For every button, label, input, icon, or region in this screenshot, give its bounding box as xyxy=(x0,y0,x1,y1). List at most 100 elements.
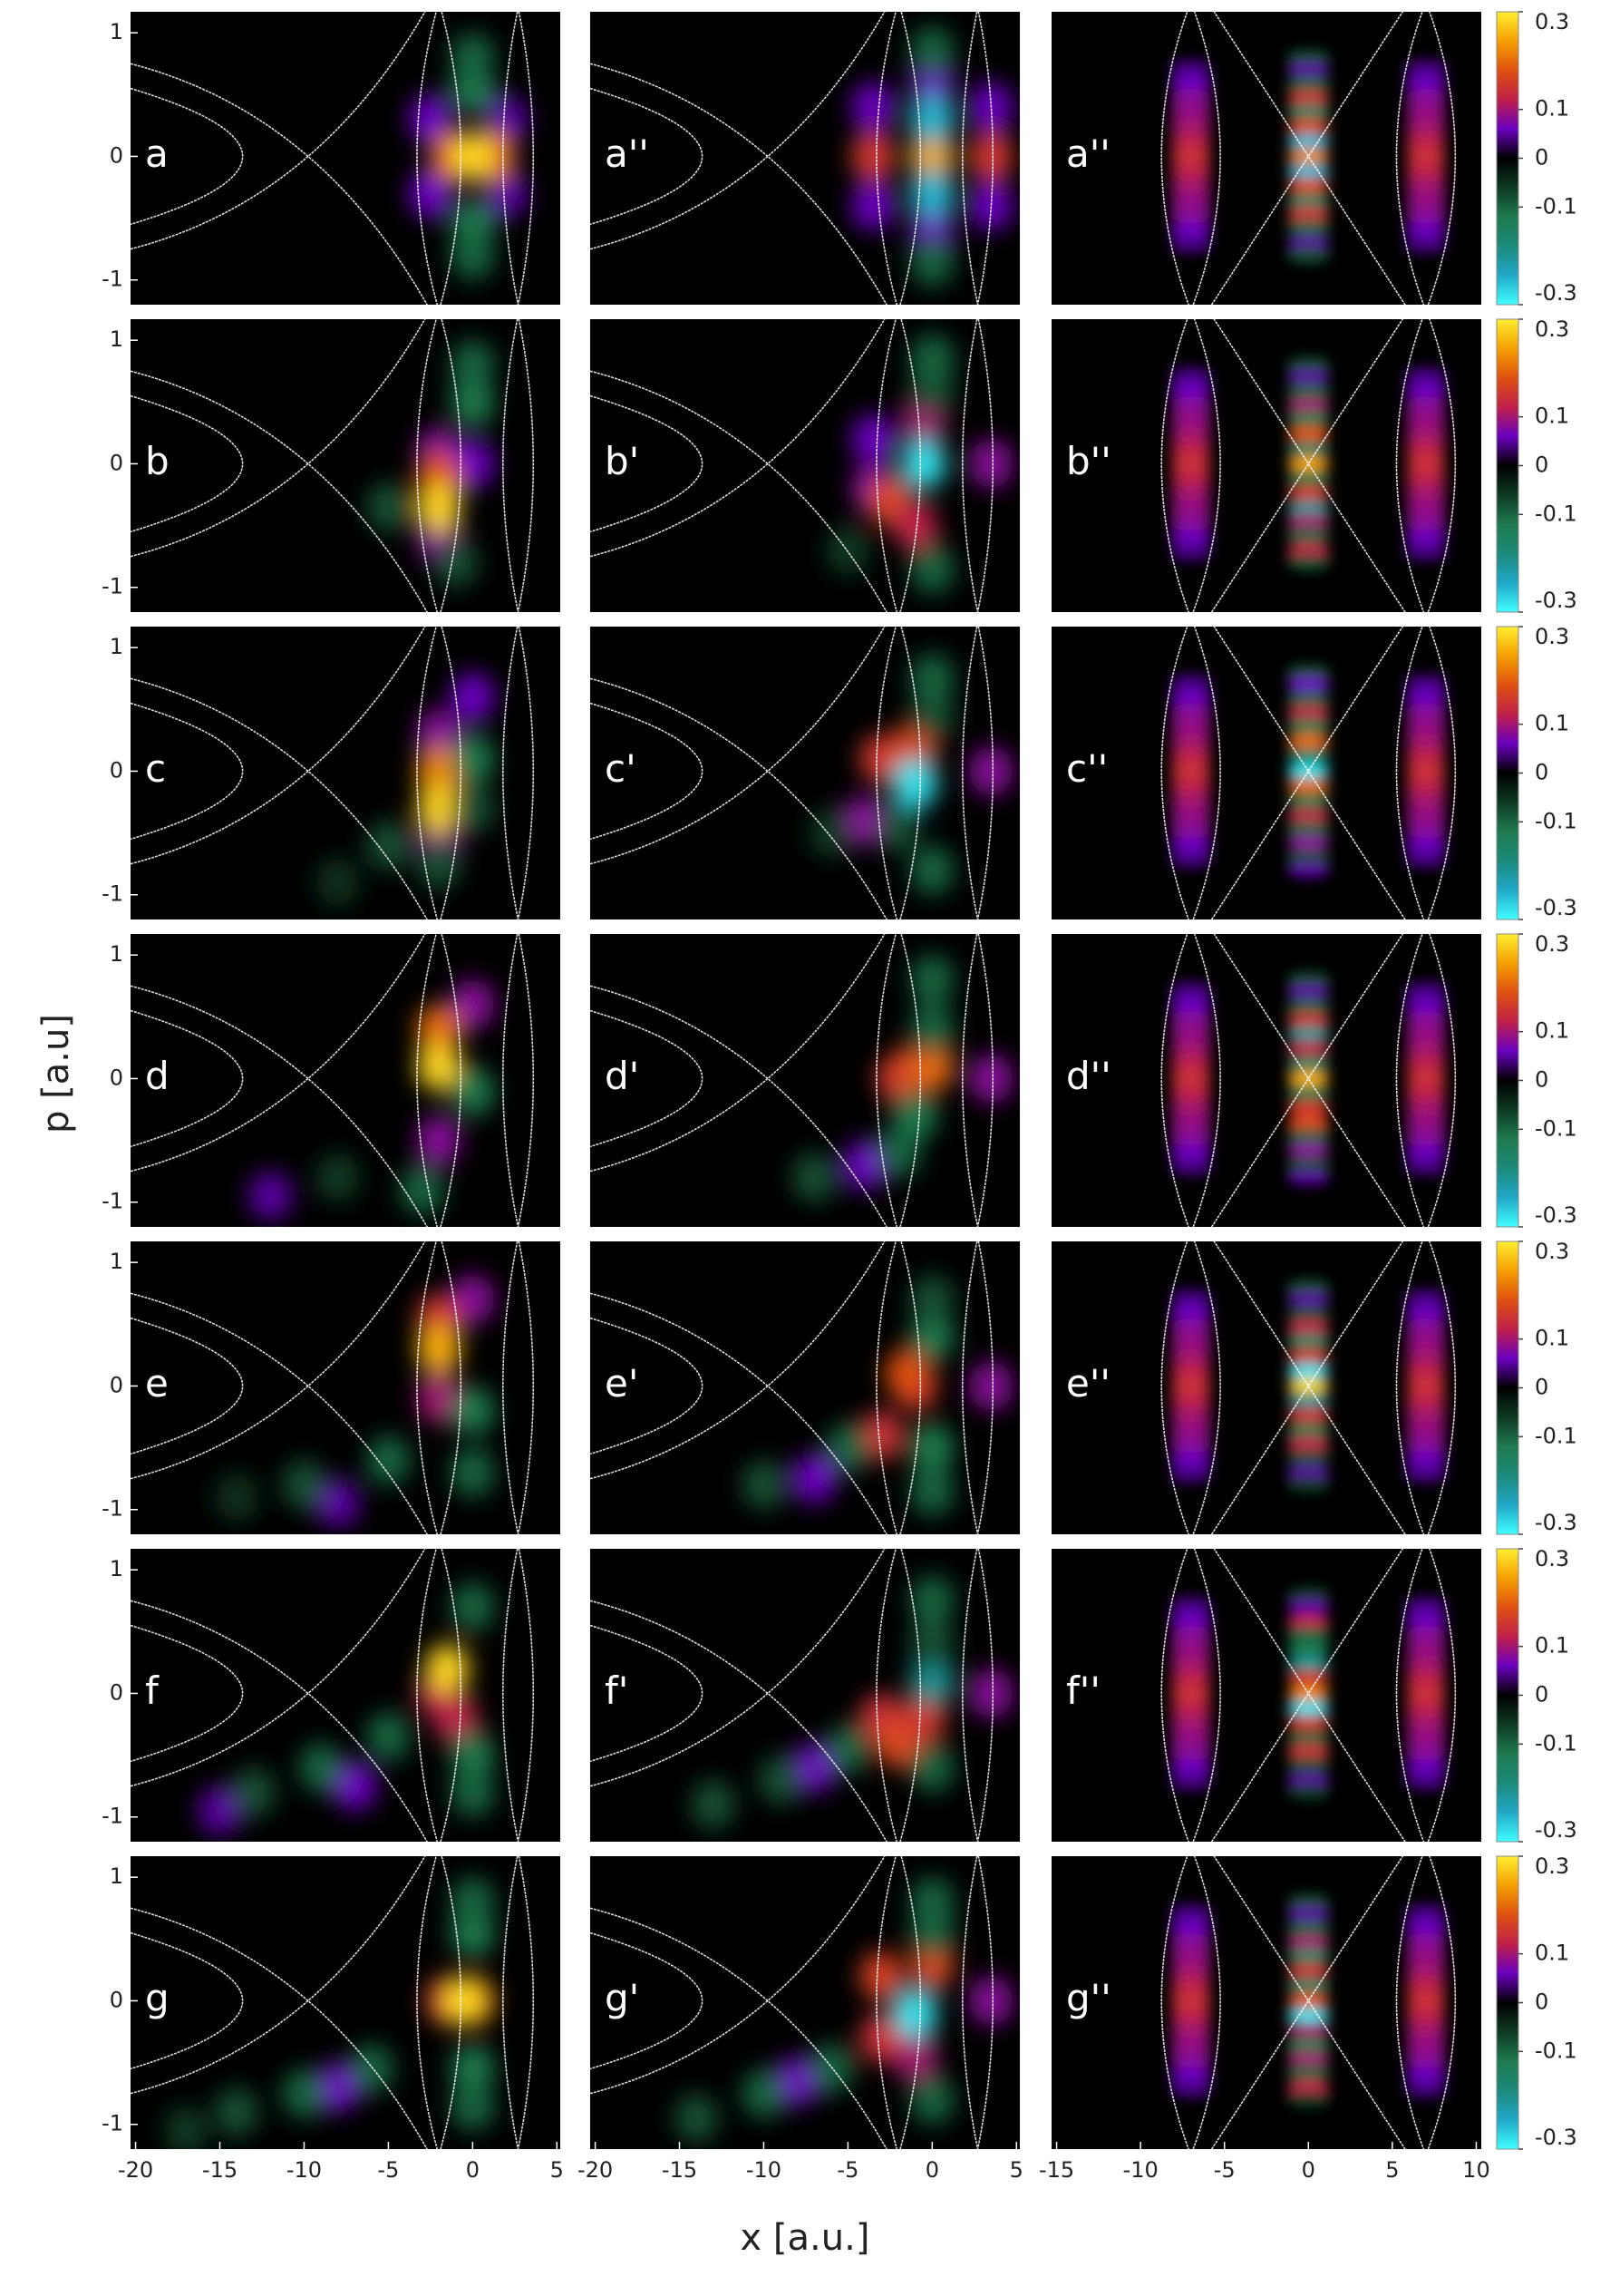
colorbar-tick-label: 0.1 xyxy=(1535,96,1569,122)
heat-cell xyxy=(1403,1159,1448,1176)
x-tick-label: -5 xyxy=(837,2157,858,2183)
heat-cell xyxy=(1403,1407,1448,1425)
x-tick-label: -15 xyxy=(1039,2157,1074,2183)
heat-layer xyxy=(792,955,1014,1202)
heat-cell xyxy=(1169,1699,1213,1717)
heat-cell xyxy=(417,839,461,889)
heat-cell xyxy=(1286,247,1331,264)
panel xyxy=(1160,319,1457,612)
separatrix xyxy=(131,1241,426,1480)
heat-cell xyxy=(1403,688,1448,705)
panel xyxy=(1160,1549,1457,1842)
separatrix xyxy=(416,12,462,305)
heat-cell xyxy=(1286,1449,1331,1466)
heat-cell xyxy=(910,131,955,181)
separatrix xyxy=(131,934,426,1172)
panel-label: f'' xyxy=(1066,1668,1101,1713)
heat-cell xyxy=(1169,178,1213,195)
heat-cell xyxy=(315,2062,360,2113)
colorbar xyxy=(1496,318,1519,613)
heat-cell xyxy=(1169,1289,1213,1306)
separatrix xyxy=(590,1317,703,1455)
separatrix xyxy=(590,1624,703,1763)
panel-label: f' xyxy=(605,1668,628,1713)
heat-cell xyxy=(425,1643,470,1694)
colorbar xyxy=(1496,1240,1519,1535)
panel-label: e xyxy=(145,1361,169,1406)
heat-layer xyxy=(315,672,495,908)
heat-cell xyxy=(451,1447,495,1498)
heat-cell xyxy=(1403,515,1448,531)
heat-cell xyxy=(1286,2064,1331,2081)
heat-cell xyxy=(1403,1978,1448,1994)
separatrix xyxy=(590,1600,887,1842)
heat-cell xyxy=(1169,1715,1213,1732)
heat-cell xyxy=(1403,1333,1448,1350)
separatrix xyxy=(1395,627,1457,919)
separatrix xyxy=(1395,319,1457,612)
heat-cell xyxy=(859,1410,904,1461)
heat-cell xyxy=(1169,162,1213,180)
heat-cell xyxy=(1403,425,1448,443)
heat-cell xyxy=(451,230,495,280)
heat-layer xyxy=(214,1274,495,1529)
panel xyxy=(131,319,535,612)
separatrix xyxy=(590,370,887,612)
heat-cell xyxy=(417,1004,461,1055)
heat-cell xyxy=(1286,2078,1331,2096)
heat-cell xyxy=(1286,219,1331,237)
heat-cell xyxy=(315,1153,360,1202)
heat-cell xyxy=(1169,425,1213,443)
colorbar-tick-label: -0.1 xyxy=(1535,501,1577,526)
separatrix xyxy=(1210,1856,1404,2149)
heat-cell xyxy=(1169,381,1213,398)
heat-cell xyxy=(366,1711,411,1762)
heat-cell xyxy=(758,1755,803,1805)
heat-cell xyxy=(910,690,955,741)
heat-cell xyxy=(1403,996,1448,1013)
heat-cell xyxy=(1403,2081,1448,2098)
heat-cell xyxy=(1169,1903,1213,1921)
panel xyxy=(590,627,1014,919)
heat-cell xyxy=(1169,1918,1213,1935)
panel xyxy=(590,1549,1014,1842)
heat-layer xyxy=(809,653,1014,895)
heat-cell xyxy=(1403,1466,1448,1484)
heat-cell xyxy=(1169,1670,1213,1687)
heat-cell xyxy=(859,2013,904,2063)
heat-cell xyxy=(1403,1144,1448,1162)
x-tick-label: 10 xyxy=(1462,2157,1490,2183)
heat-cell xyxy=(333,1761,377,1811)
heat-cell xyxy=(1403,1422,1448,1439)
separatrix xyxy=(1395,1241,1457,1534)
heat-cell xyxy=(451,33,495,83)
panel-label: c'' xyxy=(1066,746,1108,791)
heat-cell xyxy=(417,783,461,833)
heat-cell xyxy=(851,82,896,132)
heat-cell xyxy=(1286,1992,1331,2009)
heat-cell xyxy=(1169,1056,1213,1072)
separatrix xyxy=(590,12,886,250)
colorbar xyxy=(1496,11,1519,306)
separatrix xyxy=(1210,12,1404,305)
colorbar-tick-label: 0.3 xyxy=(1535,1853,1569,1879)
heat-cell xyxy=(910,544,955,594)
separatrix xyxy=(590,1241,886,1480)
colorbar-tick-label: -0.3 xyxy=(1535,2125,1577,2150)
colorbar-tick-label: -0.3 xyxy=(1535,280,1577,306)
panel-label: d' xyxy=(605,1054,639,1098)
y-tick-label: -1 xyxy=(102,881,123,907)
heat-cell xyxy=(910,237,955,287)
heat-cell xyxy=(1286,998,1331,1016)
heat-cell xyxy=(1169,1626,1213,1642)
separatrix xyxy=(1395,1856,1457,2149)
separatrix xyxy=(962,319,994,612)
colorbar-tick-label: 0 xyxy=(1535,1067,1548,1093)
heat-cell xyxy=(1286,1771,1331,1788)
heat-cell xyxy=(1169,485,1213,502)
heat-cell xyxy=(1286,118,1331,135)
heat-cell xyxy=(893,1091,937,1141)
colorbar xyxy=(1496,1855,1519,2150)
heat-cell xyxy=(910,1274,955,1325)
separatrix xyxy=(131,1624,244,1763)
